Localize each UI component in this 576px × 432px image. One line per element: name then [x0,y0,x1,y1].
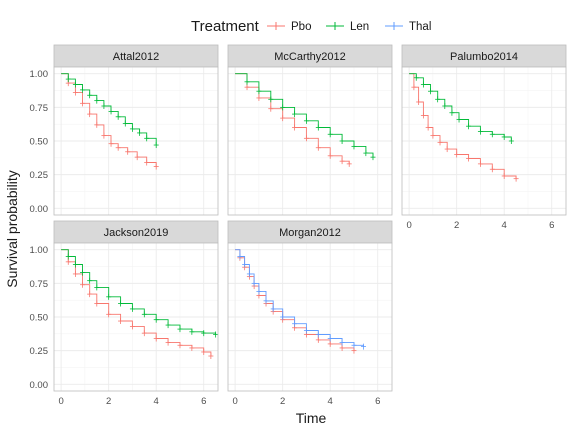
facet-title: Palumbo2014 [450,51,518,63]
panel-border [53,242,219,392]
panel-border [227,66,393,216]
x-tick-label: 2 [106,396,111,407]
facet-title: Jackson2019 [104,227,169,239]
y-axis-label: Survival probability [4,170,20,288]
panel-attal2012: Attal2012 0.00 0.25 0.50 0.75 1.00 [30,44,219,216]
panel-border [401,66,567,216]
panel-palumbo2014: Palumbo2014 0 2 4 6 [401,44,567,231]
x-tick-label: 6 [549,220,554,231]
y-tick-label: 0.75 [30,103,49,114]
facet-title: McCarthy2012 [274,51,346,63]
facet-title: Morgan2012 [279,227,341,239]
x-tick-label: 4 [502,220,507,231]
x-tick-label: 4 [328,396,333,407]
y-tick-label: 0.25 [30,346,49,357]
y-tick-label: 0.50 [30,313,49,324]
y-tick-label: 0.00 [30,204,49,215]
panel-mccarthy2012: McCarthy2012 [227,44,393,216]
y-tick-label: 1.00 [30,245,49,256]
y-tick-label: 0.75 [30,279,49,290]
x-tick-label: 0 [232,396,237,407]
y-tick-label: 1.00 [30,69,49,80]
facet-title: Attal2012 [113,51,159,63]
legend-label-pbo: Pbo [291,21,311,33]
legend-title: Treatment [191,18,260,35]
legend-label-len: Len [350,21,369,33]
legend-label-thal: Thal [409,21,431,33]
x-tick-label: 4 [154,396,159,407]
x-axis-label: Time [296,410,327,426]
x-tick-label: 2 [280,396,285,407]
panel-jackson2019: Jackson2019 0.00 0.25 0.50 0.75 1.00 0 2 4 6 [30,220,219,407]
x-tick-label: 6 [375,396,380,407]
y-tick-label: 0.00 [30,380,49,391]
panel-morgan2012: Morgan2012 0 2 4 6 [227,220,393,407]
y-tick-label: 0.25 [30,170,49,181]
legend: Treatment Pbo Len Thal [191,18,431,35]
survival-curve-thal [235,249,364,347]
panel-border [227,242,393,392]
y-tick-label: 0.50 [30,137,49,148]
x-tick-label: 0 [406,220,411,231]
panel-border [53,66,219,216]
x-tick-label: 6 [201,396,206,407]
x-tick-label: 0 [58,396,63,407]
x-tick-label: 2 [454,220,459,231]
